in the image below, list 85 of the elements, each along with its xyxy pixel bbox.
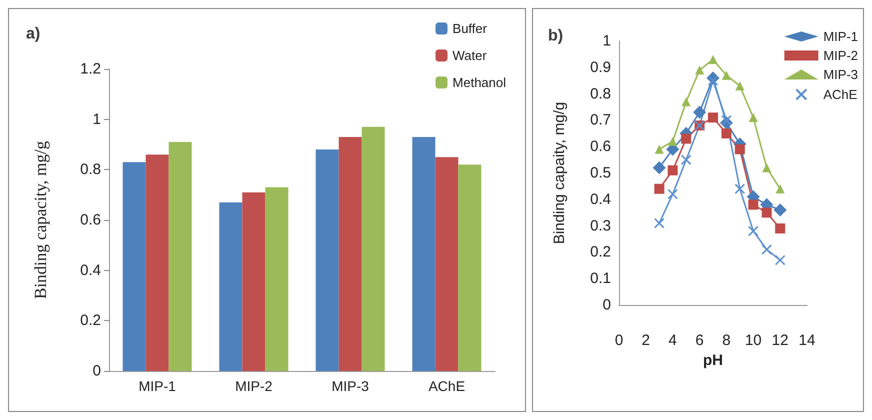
point: [682, 97, 691, 106]
point: [668, 165, 678, 176]
point: [708, 54, 718, 64]
x-tick-label: 4: [668, 332, 677, 349]
point: [721, 128, 732, 138]
point: [762, 163, 772, 172]
bar: [412, 136, 436, 371]
point: [722, 70, 731, 80]
point: [654, 218, 665, 228]
point: [776, 184, 785, 194]
x-tick-label: 8: [722, 332, 731, 349]
bar: [338, 136, 362, 371]
chart-title: b): [548, 28, 564, 44]
point: [762, 208, 772, 218]
x-tick-label: MIP-1: [138, 378, 176, 394]
y-tick-label: 0.6: [80, 212, 101, 228]
bar: [435, 157, 458, 371]
point: [774, 254, 786, 266]
y-tick-label: 0.5: [590, 164, 611, 182]
legend-label: Methanol: [452, 75, 506, 90]
legend-label: AChE: [823, 87, 858, 102]
y-tick-label: 0: [602, 296, 611, 314]
x-tick-label: 10: [744, 332, 762, 349]
x-tick-label: 2: [642, 332, 650, 349]
point: [708, 75, 718, 86]
point: [680, 154, 692, 166]
x-tick-label: 14: [798, 332, 816, 349]
point: [734, 144, 745, 154]
chart-title: a): [26, 26, 40, 42]
y-tick-label: 0.1: [590, 270, 611, 288]
bar: [168, 142, 192, 371]
y-tick-label: 0.7: [590, 112, 611, 129]
x-tick-label: AChE: [428, 378, 466, 394]
point: [748, 113, 758, 122]
legend-label: MIP-2: [823, 48, 858, 63]
y-tick-label: 1.2: [80, 60, 101, 78]
y-tick-label: 0.2: [80, 312, 101, 330]
y-tick-label: 0.3: [590, 217, 611, 234]
point: [708, 112, 718, 123]
bar: [316, 150, 339, 371]
point: [693, 106, 706, 119]
y-tick-label: 0: [92, 362, 101, 380]
y-tick-label: 0.4: [80, 262, 101, 279]
point: [681, 134, 692, 144]
point: [721, 114, 732, 126]
point: [654, 144, 664, 154]
point: [652, 161, 666, 174]
point: [695, 66, 704, 75]
point: [748, 200, 758, 210]
x-axis-title: pH: [703, 352, 723, 369]
legend-label: Buffer: [452, 21, 488, 36]
point: [748, 226, 759, 236]
point: [667, 188, 678, 200]
y-axis-title: Binding capaity, mg/g: [551, 102, 568, 244]
y-tick-label: 0.8: [590, 85, 611, 102]
x-tick-label: 12: [772, 332, 788, 349]
y-tick-label: 0.8: [80, 161, 101, 178]
bar: [242, 192, 266, 371]
y-tick-label: 0.9: [590, 58, 611, 76]
point: [761, 244, 772, 255]
point: [654, 184, 664, 194]
x-tick-label: MIP-3: [332, 378, 370, 394]
y-tick-label: 1: [602, 32, 611, 50]
y-tick-label: 1: [92, 110, 101, 128]
y-tick-label: 0.6: [590, 138, 611, 156]
bar: [458, 164, 482, 371]
y-axis-title: Binding capacity, mg/g: [31, 140, 50, 300]
bar: [219, 202, 242, 371]
point: [735, 81, 744, 90]
bar: [362, 126, 385, 371]
point: [774, 203, 787, 216]
bar: [146, 154, 169, 371]
legend-label: Water: [452, 48, 488, 63]
point: [668, 136, 678, 146]
x-tick-label: 6: [695, 332, 704, 349]
bar: [265, 187, 288, 371]
y-tick-label: 0.4: [590, 190, 611, 208]
x-tick-label: MIP-2: [235, 378, 273, 394]
y-tick-label: 0.2: [590, 244, 611, 261]
legend-label: MIP-3: [823, 67, 858, 82]
x-tick-label: 0: [614, 332, 624, 349]
legend-label: MIP-1: [823, 29, 858, 44]
bar: [122, 162, 146, 371]
point: [775, 223, 786, 234]
point: [734, 184, 746, 194]
